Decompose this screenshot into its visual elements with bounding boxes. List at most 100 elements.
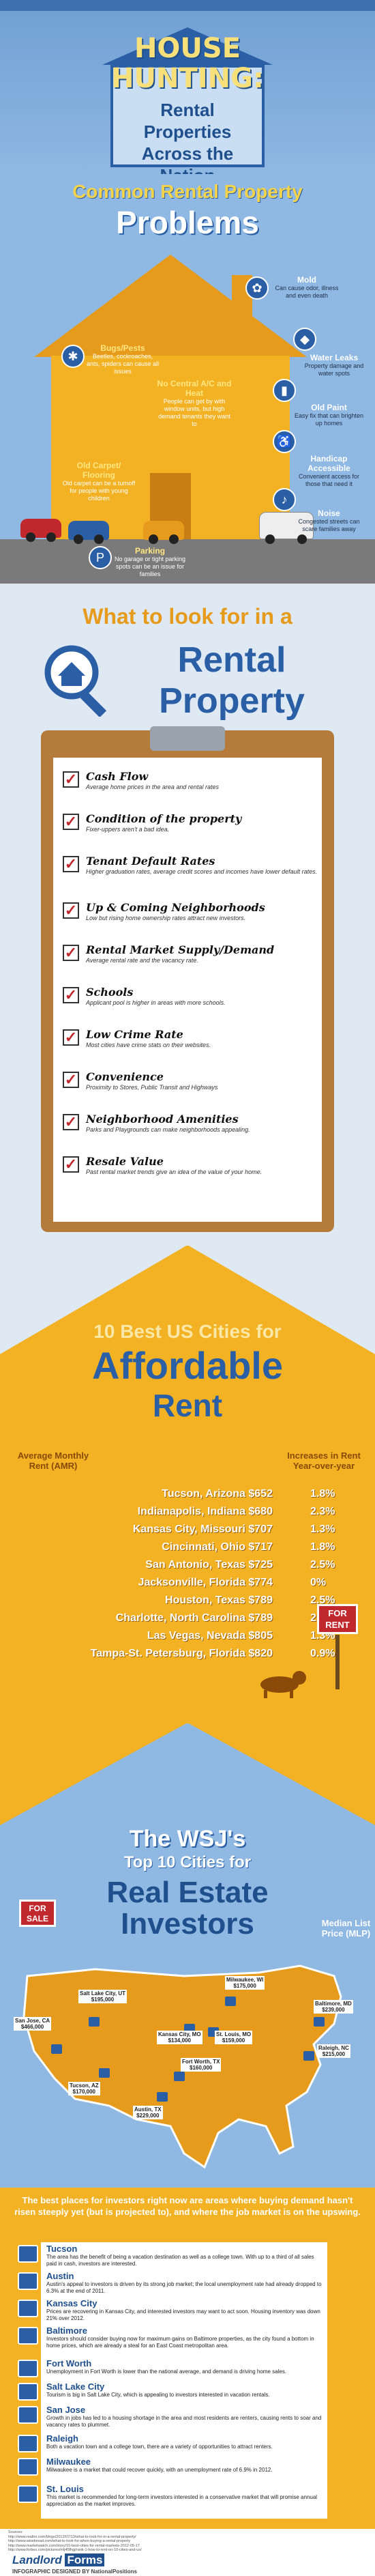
checkmark-icon: ✓ — [63, 1156, 79, 1173]
parking-icon: P — [89, 546, 112, 569]
problems-heading-2: Problems — [116, 205, 259, 240]
map-city-austin: Austin, TX $229,000 — [133, 2106, 163, 2119]
place-item: Fort Worth Unemployment in Fort Worth is … — [18, 2358, 322, 2377]
car-icon — [143, 521, 184, 544]
house-pin-icon — [18, 2272, 38, 2290]
place-item: St. Louis This market is recommended for … — [18, 2484, 322, 2507]
rent-row: Tucson, Arizona $652 1.8% — [162, 1488, 335, 1500]
place-item: Kansas City Prices are recovering in Kans… — [18, 2298, 322, 2321]
house-pin-icon — [18, 2327, 38, 2345]
rent-heading-2: Affordable — [92, 1344, 283, 1387]
house-pin-icon — [314, 2017, 325, 2027]
subtitle: Rental Properties Across the Nation — [141, 100, 234, 186]
dog-icon — [260, 1671, 306, 1698]
house-pin-icon — [225, 1997, 236, 2006]
checkmark-icon: ✓ — [63, 771, 79, 788]
investors-heading-1: The WSJ's — [129, 1826, 246, 1852]
rent-heading-3: Rent — [152, 1388, 223, 1423]
problems-heading-1: Common Rental Property — [72, 181, 303, 202]
clipboard-clip — [150, 726, 225, 751]
rent-row: Cincinnati, Ohio $717 1.8% — [162, 1541, 335, 1553]
place-item: Austin Austin's appeal to investors is dr… — [18, 2271, 322, 2294]
place-item: Baltimore Investors should consider buyin… — [18, 2325, 322, 2349]
house-pin-icon — [99, 2068, 110, 2078]
header-stripe — [0, 0, 375, 11]
map-city-salt-lake-city: Salt Lake City, UT $195,000 — [78, 1990, 127, 2003]
source-link[interactable]: http://www.wisebread.com/what-to-look-fo… — [8, 2539, 131, 2543]
landlord-forms-logo[interactable]: Landlord Forms — [12, 2553, 105, 2567]
source-link[interactable]: http://www.marketwatch.com/story/10-best… — [8, 2543, 140, 2548]
problem-old-paint: Old Paint Easy fix that can brighten up h… — [294, 403, 364, 427]
source-link[interactable]: http://www.forbes.com/pictures/mlj45fhgj… — [8, 2548, 142, 2552]
water-drop-icon: ◆ — [293, 328, 316, 351]
places-intro: The best places for investors right now … — [14, 2195, 361, 2217]
rent-row: Tampa-St. Petersburg, Florida $820 0.9% — [90, 1648, 335, 1659]
checkmark-icon: ✓ — [63, 902, 79, 919]
car-icon — [20, 519, 61, 542]
map-city-san-jose: San Jose, CA $466,000 — [14, 2017, 52, 2031]
source-link[interactable]: http://www.realtor.com/blogs/2012/07/13/… — [8, 2534, 136, 2539]
place-item: Milwaukee Milwaukee is a market that coul… — [18, 2457, 322, 2476]
house-pin-icon — [303, 2051, 314, 2061]
house-pin-icon — [18, 2435, 38, 2452]
problems-section: Common Rental Property Problems ✿ Mold Ca… — [0, 174, 375, 584]
place-item: Raleigh Both a vacation town and a colleg… — [18, 2433, 322, 2452]
map-city-kansas-city: Kansas City, MO $134,000 — [157, 2031, 202, 2044]
title-house: HOUSE — [134, 33, 241, 64]
wheelchair-icon: ♿ — [273, 430, 296, 453]
investors-heading-4: Investors — [121, 1907, 254, 1941]
place-item: Tucson The area has the benefit of being … — [18, 2244, 322, 2267]
house-pin-icon — [51, 2044, 62, 2054]
house-pin-icon — [18, 2300, 38, 2317]
checkmark-icon: ✓ — [63, 856, 79, 872]
rent-row: Indianapolis, Indiana $680 2.3% — [137, 1506, 335, 1517]
map-city-tucson: Tucson, AZ $170,000 — [68, 2082, 100, 2095]
magnifier-house-icon — [44, 645, 107, 717]
places-list: Tucson The area has the benefit of being … — [18, 2242, 327, 2519]
affordable-rent-section: 10 Best US Cities for Affordable Rent Av… — [0, 1245, 375, 1723]
map-city-st-louis: St. Louis, MO $159,000 — [215, 2031, 253, 2044]
section-divider — [0, 1245, 375, 1354]
for-sale-sign: FOR SALE — [19, 1900, 56, 1927]
truck-icon — [259, 512, 314, 544]
map-city-milwaukee: Milwaukee, WI $175,000 — [225, 1976, 265, 1990]
investors-heading-2: Top 10 Cities for — [123, 1853, 252, 1872]
rent-heading-1: 10 Best US Cities for — [93, 1321, 282, 1342]
problem-parking: Parking No garage or tight parking spots … — [114, 546, 186, 577]
designer-credit: INFOGRAPHIC DESIGNED BY NationalPosition… — [12, 2568, 137, 2575]
house-pin-icon — [174, 2072, 185, 2081]
house-pin-icon — [18, 2383, 38, 2401]
problem-water-leaks: Water Leaks Property damage and water spo… — [304, 353, 364, 377]
investors-section: The WSJ's Top 10 Cities for Real Estate … — [0, 1723, 375, 2188]
house-illustration — [34, 255, 307, 541]
problem-central-ac: No Central A/C and Heat People can get by… — [157, 379, 232, 427]
rent-row: Jacksonville, Florida $774 0% — [138, 1577, 327, 1588]
checklist-heading-2: Rental Property — [159, 640, 305, 721]
rent-row: Las Vegas, Nevada $805 1.3% — [147, 1630, 335, 1642]
header: HOUSE HUNTING: Rental Properties Across … — [0, 0, 375, 186]
checkmark-icon: ✓ — [63, 1029, 79, 1046]
house-pin-icon — [18, 2485, 38, 2503]
mold-icon: ✿ — [245, 276, 269, 300]
usa-map: San Jose, CA $466,000 Salt Lake City, UT $… — [14, 1949, 361, 2174]
place-item: San Jose Growth in jobs has led to a hous… — [18, 2405, 322, 2428]
house-sign-graphic — [102, 27, 273, 167]
footer: Sources: http://www.realtor.com/blogs/20… — [0, 2529, 375, 2576]
sources: Sources: http://www.realtor.com/blogs/20… — [8, 2530, 370, 2553]
checkmark-icon: ✓ — [63, 945, 79, 961]
map-city-raleigh: Raleigh, NC $215,000 — [317, 2044, 350, 2058]
place-item: Salt Lake City Tourism is big in Salt Lak… — [18, 2381, 322, 2401]
map-city-baltimore: Baltimore, MD $239,000 — [314, 2000, 353, 2014]
house-pin-icon — [89, 2017, 100, 2027]
col-header-amr: Average Monthly Rent (AMR) — [17, 1450, 89, 1471]
street — [0, 539, 375, 584]
investors-heading-3: Real Estate — [106, 1876, 269, 1909]
checkmark-icon: ✓ — [63, 814, 79, 830]
house-pin-icon — [157, 2092, 168, 2102]
title-hunting: HUNTING: — [111, 63, 264, 94]
section-divider — [0, 1723, 375, 1825]
car-icon — [68, 521, 109, 544]
paint-icon: ▮ — [273, 379, 296, 402]
